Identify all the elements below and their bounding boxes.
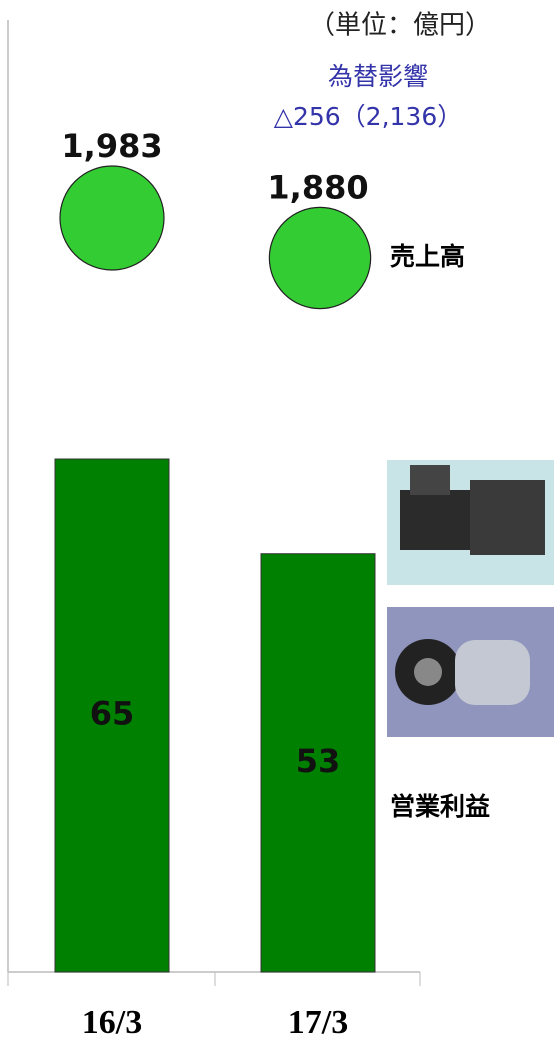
x-tick-label: 17/3 xyxy=(288,1004,348,1041)
sales-bubble xyxy=(59,165,165,271)
legend-label: 売上高 xyxy=(390,242,465,271)
bar xyxy=(54,458,170,973)
unit-label: （単位：億円） xyxy=(309,11,491,41)
bubble-value-label: 1,880 xyxy=(267,168,368,206)
x-tick-label: 16/3 xyxy=(82,1004,142,1041)
photo-hvac xyxy=(387,460,554,585)
sales-bubble xyxy=(268,206,372,310)
bar-value-label: 65 xyxy=(90,695,135,733)
photo-compressor xyxy=(387,607,554,737)
bar-value-label: 53 xyxy=(296,742,341,780)
annotation: △256（2,136） xyxy=(274,102,463,131)
annotation: 為替影響 xyxy=(328,62,428,91)
legend-label: 営業利益 xyxy=(390,792,490,821)
bubble-value-label: 1,983 xyxy=(61,127,162,165)
bar xyxy=(260,553,376,973)
